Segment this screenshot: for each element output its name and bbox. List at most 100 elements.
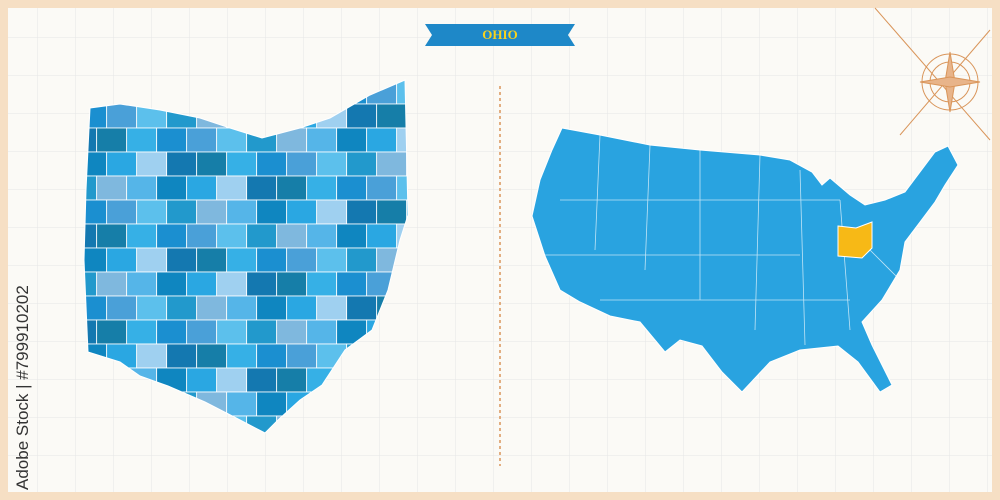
county	[276, 319, 308, 345]
county	[286, 151, 318, 177]
county	[226, 151, 258, 177]
county	[346, 151, 378, 177]
county	[316, 199, 348, 225]
county	[196, 247, 228, 273]
county	[96, 175, 128, 201]
county	[286, 295, 318, 321]
county	[246, 367, 278, 393]
county	[186, 223, 218, 249]
county	[276, 223, 308, 249]
county	[226, 391, 258, 417]
county	[96, 223, 128, 249]
county	[156, 319, 188, 345]
county	[246, 319, 278, 345]
county	[126, 319, 158, 345]
county	[196, 295, 228, 321]
county	[156, 175, 188, 201]
county	[256, 199, 288, 225]
county	[186, 367, 218, 393]
county	[136, 199, 168, 225]
county	[256, 295, 288, 321]
county	[396, 175, 408, 201]
county	[336, 127, 368, 153]
county	[316, 151, 348, 177]
county	[186, 319, 218, 345]
county	[246, 223, 278, 249]
watermark: Adobe Stock | #799910202	[13, 285, 32, 490]
county	[366, 127, 398, 153]
county	[306, 127, 338, 153]
county	[396, 127, 408, 153]
title: OHIO	[482, 27, 517, 42]
county	[126, 127, 158, 153]
county	[216, 223, 248, 249]
county	[256, 151, 288, 177]
county	[306, 319, 338, 345]
county	[346, 295, 378, 321]
compass	[874, 7, 991, 141]
county	[346, 247, 378, 273]
county	[136, 151, 168, 177]
county	[376, 103, 408, 129]
state-borders	[545, 134, 901, 346]
county	[166, 151, 198, 177]
county	[106, 247, 138, 273]
county	[306, 175, 338, 201]
county	[186, 175, 218, 201]
county	[256, 247, 288, 273]
county	[126, 223, 158, 249]
county	[186, 271, 218, 297]
county	[136, 343, 168, 369]
county	[346, 199, 378, 225]
county	[96, 127, 128, 153]
county	[106, 199, 138, 225]
usa-map	[531, 127, 959, 393]
county	[226, 247, 258, 273]
county	[96, 319, 128, 345]
county	[316, 247, 348, 273]
county	[216, 319, 248, 345]
county	[156, 127, 188, 153]
county	[196, 151, 228, 177]
county	[226, 343, 258, 369]
county	[286, 247, 318, 273]
county	[396, 80, 408, 105]
county	[246, 271, 278, 297]
county	[166, 199, 198, 225]
county	[376, 199, 408, 225]
county	[156, 271, 188, 297]
county	[346, 103, 378, 129]
county	[406, 199, 408, 225]
county	[196, 199, 228, 225]
county	[166, 343, 198, 369]
county	[106, 103, 138, 129]
ohio-outline	[83, 79, 409, 434]
county	[226, 295, 258, 321]
county	[166, 247, 198, 273]
county	[366, 175, 398, 201]
county	[166, 295, 198, 321]
county	[126, 175, 158, 201]
county	[276, 175, 308, 201]
county	[306, 223, 338, 249]
county	[186, 127, 218, 153]
county	[336, 175, 368, 201]
county	[106, 151, 138, 177]
county	[276, 367, 308, 393]
county	[156, 223, 188, 249]
county	[286, 199, 318, 225]
county	[286, 343, 318, 369]
ohio-highlight	[837, 221, 873, 259]
county	[246, 175, 278, 201]
county	[376, 151, 408, 177]
county	[216, 271, 248, 297]
county	[256, 391, 288, 417]
county	[276, 271, 308, 297]
county	[136, 247, 168, 273]
county	[256, 343, 288, 369]
county	[96, 271, 128, 297]
county	[316, 295, 348, 321]
county	[106, 295, 138, 321]
county	[336, 223, 368, 249]
county	[366, 223, 398, 249]
